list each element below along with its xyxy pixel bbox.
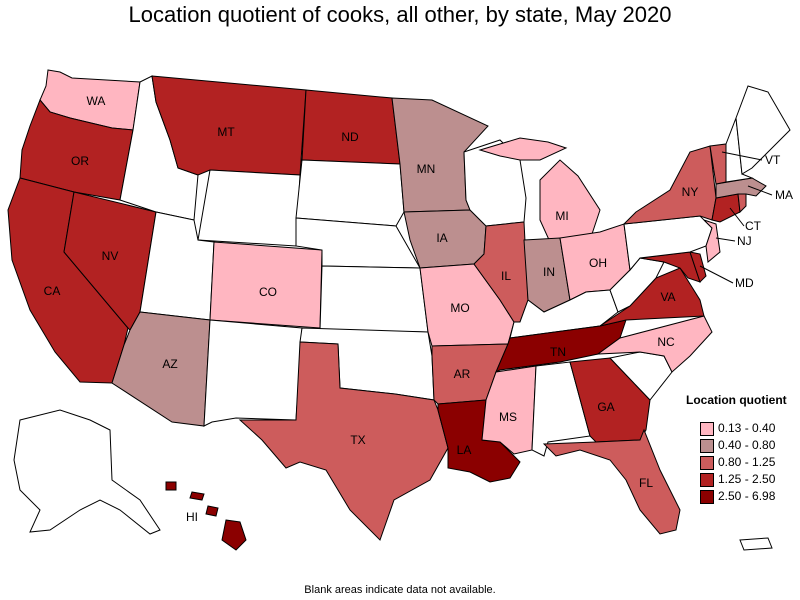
legend-swatch [700,422,714,436]
label-ga: GA [597,400,614,414]
label-nc: NC [657,335,675,349]
state-me [735,85,791,175]
label-ar: AR [454,367,471,381]
label-nj: NJ [737,234,752,248]
state-sd [295,159,405,227]
legend-label: 0.40 - 0.80 [718,438,776,452]
state-nm [203,319,303,427]
label-ny: NY [682,185,699,199]
label-tx: TX [350,433,365,447]
leader-ct [729,207,745,227]
state-hi-kauai [165,481,177,491]
label-mi: MI [555,209,568,223]
label-la: LA [457,443,472,457]
label-mo: MO [450,301,469,315]
legend-swatch [700,456,714,470]
label-or: OR [71,154,89,168]
label-oh: OH [589,256,607,270]
state-nd [301,89,401,165]
label-in: IN [543,265,555,279]
label-fl: FL [639,476,653,490]
leader-md [699,265,734,284]
label-az: AZ [162,357,177,371]
label-mn: MN [417,162,436,176]
label-nv: NV [102,249,119,263]
state-mi-upper [478,137,568,161]
label-tn: TN [550,345,566,359]
label-ct: CT [745,219,762,233]
label-vt: VT [765,153,781,167]
label-il: IL [501,269,511,283]
label-ma: MA [775,188,793,202]
label-ms: MS [499,410,517,424]
leader-vt [721,151,763,161]
state-pa [623,215,713,272]
legend-title: Location quotient [686,393,787,407]
state-ak [13,409,161,535]
label-co: CO [259,285,277,299]
state-ny [622,145,717,225]
label-ia: IA [436,231,447,245]
state-ks [319,265,429,333]
label-va: VA [660,290,675,304]
state-nc [596,315,713,373]
state-hi-molokai [189,491,205,501]
leader-nj [715,237,736,242]
label-wa: WA [87,94,106,108]
legend-label: 1.25 - 2.50 [718,472,776,486]
legend-label: 0.13 - 0.40 [718,421,776,435]
state-wy [197,169,301,247]
legend-label: 0.80 - 1.25 [718,455,776,469]
state-tx [238,341,449,541]
state-pr [739,537,773,551]
leader-ma [747,185,773,196]
label-md: MD [735,276,754,290]
state-de [689,251,707,283]
legend-swatch [700,490,714,504]
label-hi: HI [186,510,198,524]
state-fl [542,428,681,535]
legend-swatch [700,439,714,453]
state-hi-maui [205,505,219,517]
label-mt: MT [217,125,235,139]
label-nd: ND [341,130,359,144]
state-nj [703,219,721,263]
label-ca: CA [44,284,61,298]
state-ri [737,193,747,214]
state-ma [715,177,767,199]
footnote: Blank areas indicate data not available. [304,584,496,596]
legend-swatch [700,473,714,487]
legend-label: 2.50 - 6.98 [718,489,776,503]
state-mi [539,159,601,243]
map-title: Location quotient of cooks, all other, b… [128,2,672,27]
state-hi-big-island [221,519,247,551]
